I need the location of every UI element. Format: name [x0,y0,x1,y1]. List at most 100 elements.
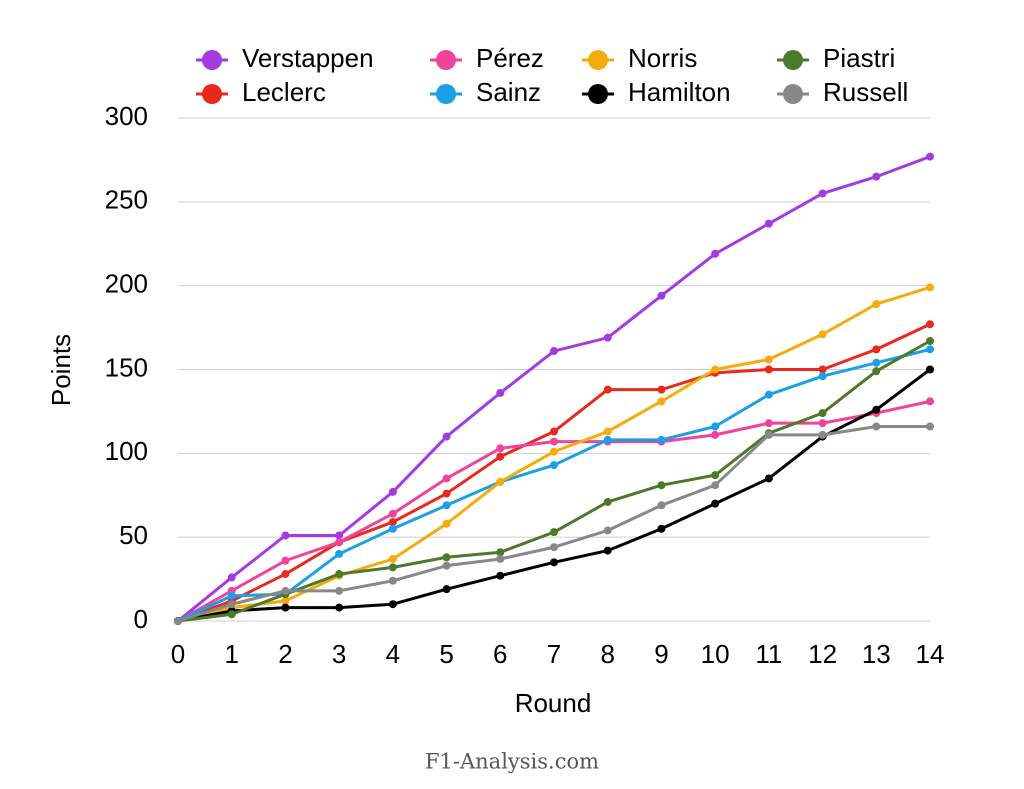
point [818,189,827,198]
x-tick-label: 11 [755,639,782,669]
point [764,355,773,364]
series-line [177,322,931,623]
point [442,519,451,528]
point [818,372,827,381]
point [442,432,451,441]
point [442,474,451,483]
point [388,600,397,609]
x-tick-label: 5 [439,639,453,669]
point [926,365,934,374]
point [335,586,344,595]
point [926,336,934,345]
point [926,152,934,161]
x-tick-label: 6 [493,639,507,669]
point [764,219,773,228]
y-tick-label: 50 [119,520,148,550]
point [872,405,881,414]
x-tick-label: 8 [600,639,614,669]
point [603,333,612,342]
point [281,603,290,612]
point [388,518,397,527]
point [872,367,881,376]
point [657,524,666,533]
y-tick-label: 300 [105,101,148,131]
point [335,603,344,612]
y-tick-label: 0 [134,604,148,634]
point [818,419,827,428]
point [603,427,612,436]
x-tick-label: 2 [278,639,292,669]
legend-label: Hamilton [628,77,731,107]
x-tick-label: 3 [332,639,346,669]
point [496,452,505,461]
series-line [177,155,931,623]
point [657,501,666,510]
point [388,524,397,533]
point [872,172,881,181]
x-tick-label: 4 [386,639,400,669]
point [496,388,505,397]
point [496,554,505,563]
point [335,570,344,579]
point [442,489,451,498]
point [335,538,344,547]
point [711,499,720,508]
point [388,576,397,585]
legend-label: Verstappen [242,43,374,73]
point [603,385,612,394]
point [657,435,666,444]
point [442,553,451,562]
point [281,586,290,595]
legend-label: Russell [823,77,908,107]
point [281,596,290,605]
point [442,501,451,510]
legend-marker [436,84,456,104]
point [496,548,505,557]
point [926,345,934,354]
point [764,430,773,439]
point [496,444,505,453]
point [281,570,290,579]
point [442,585,451,594]
y-tick-label: 200 [105,269,148,299]
point [550,461,558,470]
point [818,365,827,374]
point [872,345,881,354]
point [711,422,720,431]
point [335,549,344,558]
x-tick-label: 12 [808,639,837,669]
point [764,390,773,399]
point [496,477,505,486]
point [550,543,558,552]
point [603,435,612,444]
point [388,487,397,496]
point [550,558,558,567]
point [818,330,827,339]
x-tick-label: 1 [224,639,238,669]
point [227,591,236,600]
point [335,531,344,540]
y-tick-label: 100 [105,436,148,466]
y-axis-label: Points [46,334,76,406]
legend-label: Norris [628,43,697,73]
point [818,430,827,439]
point [711,249,720,258]
point [496,571,505,580]
legend-marker [783,50,803,70]
point [657,481,666,490]
point [764,474,773,483]
point [550,347,558,356]
point [711,481,720,490]
legend-marker [588,50,608,70]
point [872,422,881,431]
point [711,471,720,480]
point [926,422,934,431]
point [550,437,558,446]
point [926,397,934,406]
legend-marker [588,84,608,104]
point [603,546,612,555]
point [550,528,558,537]
x-tick-label: 0 [171,639,185,669]
legend-marker [202,84,222,104]
